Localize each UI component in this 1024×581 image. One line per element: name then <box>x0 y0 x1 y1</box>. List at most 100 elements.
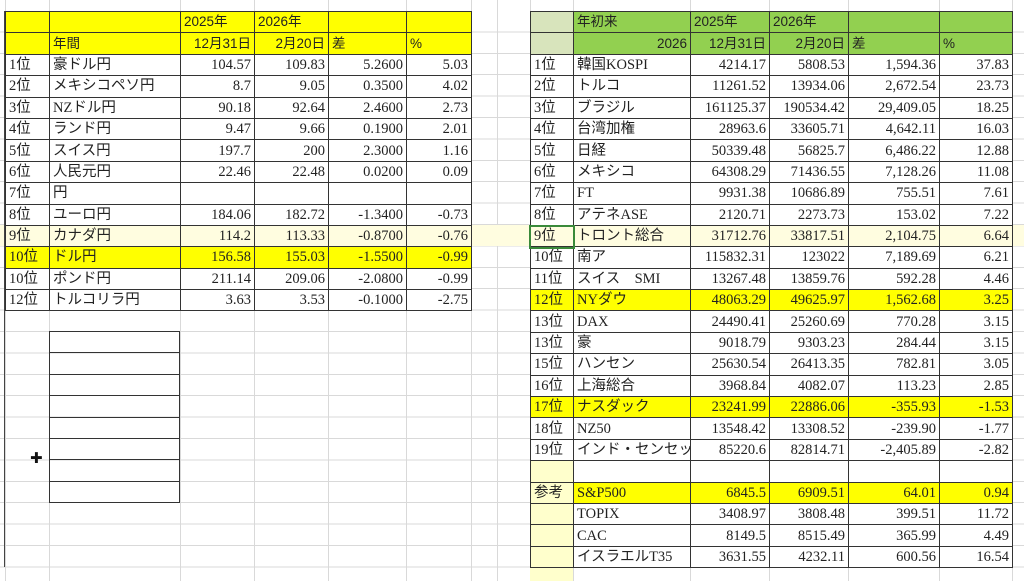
header-cell[interactable]: 2026 <box>573 32 691 55</box>
header-cell[interactable] <box>530 10 574 34</box>
empty-cell[interactable] <box>49 395 180 418</box>
diff-cell[interactable]: 113.23 <box>848 374 940 398</box>
diff-cell[interactable]: 592.28 <box>848 267 940 291</box>
value-2026-cell[interactable]: 10686.89 <box>769 182 849 205</box>
diff-cell[interactable]: 2.4600 <box>328 96 407 119</box>
percent-cell[interactable]: -1.53 <box>939 396 1013 419</box>
rank-cell[interactable]: 4位 <box>530 117 574 141</box>
rank-cell[interactable]: 3位 <box>530 96 574 119</box>
name-cell[interactable]: ユーロ円 <box>49 203 181 226</box>
value-2025-cell[interactable]: 156.58 <box>180 246 255 269</box>
diff-cell[interactable]: 2.3000 <box>328 139 407 162</box>
name-cell[interactable]: 円 <box>49 182 181 205</box>
name-cell[interactable]: 人民元円 <box>49 160 181 184</box>
percent-cell[interactable]: 6.64 <box>939 224 1013 248</box>
value-2026-cell[interactable]: 4082.07 <box>769 374 849 398</box>
diff-cell[interactable]: 782.81 <box>848 353 940 376</box>
name-cell[interactable]: DAX <box>573 310 691 333</box>
value-2025-cell[interactable]: 23241.99 <box>690 396 770 419</box>
header-cell[interactable] <box>848 10 940 34</box>
percent-cell[interactable]: -1.77 <box>939 417 1013 440</box>
value-2025-cell[interactable]: 28963.6 <box>690 117 770 141</box>
value-2026-cell[interactable]: 33817.51 <box>769 224 849 248</box>
diff-cell[interactable]: 4,642.11 <box>848 117 940 141</box>
diff-cell[interactable]: -0.8700 <box>328 224 407 248</box>
value-2026-cell[interactable]: 9.66 <box>254 117 329 141</box>
rank-cell[interactable]: 8位 <box>530 203 574 226</box>
value-2025-cell[interactable]: 22.46 <box>180 160 255 184</box>
diff-cell[interactable]: 755.51 <box>848 182 940 205</box>
diff-cell[interactable]: 365.99 <box>848 524 940 547</box>
rank-cell[interactable] <box>530 545 574 569</box>
rank-cell[interactable]: 2位 <box>530 75 574 98</box>
header-cell[interactable] <box>5 32 50 55</box>
value-2026-cell[interactable]: 109.83 <box>254 53 329 77</box>
diff-cell[interactable]: -1.5500 <box>328 246 407 269</box>
value-2026-cell[interactable]: 13859.76 <box>769 267 849 291</box>
rank-cell[interactable]: 7位 <box>5 182 50 205</box>
header-cell[interactable]: % <box>939 32 1013 55</box>
name-cell[interactable]: 豪ドル円 <box>49 53 181 77</box>
rank-cell[interactable]: 4位 <box>5 117 50 141</box>
value-2025-cell[interactable]: 2120.71 <box>690 203 770 226</box>
header-cell[interactable]: 2月20日 <box>254 32 329 55</box>
value-2026-cell[interactable]: 3808.48 <box>769 502 849 526</box>
header-cell[interactable]: 2025年 <box>690 10 770 34</box>
header-cell[interactable] <box>939 10 1013 34</box>
percent-cell[interactable]: 18.25 <box>939 96 1013 119</box>
rank-cell[interactable]: 9位 <box>5 224 50 248</box>
value-2025-cell[interactable]: 104.57 <box>180 53 255 77</box>
name-cell[interactable]: メキシコ <box>573 160 691 184</box>
name-cell[interactable]: カナダ円 <box>49 224 181 248</box>
value-2026-cell[interactable]: 9.05 <box>254 75 329 98</box>
rank-cell[interactable]: 18位 <box>530 417 574 440</box>
value-2025-cell[interactable]: 8.7 <box>180 75 255 98</box>
percent-cell[interactable]: 3.15 <box>939 310 1013 333</box>
diff-cell[interactable]: 153.02 <box>848 203 940 226</box>
name-cell[interactable]: 韓国KOSPI <box>573 53 691 77</box>
percent-cell[interactable]: 3.15 <box>939 331 1013 355</box>
header-cell[interactable]: 12月31日 <box>180 32 255 55</box>
value-2025-cell[interactable]: 85220.6 <box>690 438 770 462</box>
value-2025-cell[interactable]: 9931.38 <box>690 182 770 205</box>
value-2025-cell[interactable]: 13267.48 <box>690 267 770 291</box>
empty-cell[interactable] <box>49 480 180 504</box>
percent-cell[interactable]: 3.25 <box>939 289 1013 312</box>
rank-cell[interactable]: 参考 <box>530 481 574 504</box>
value-2026-cell[interactable]: 92.64 <box>254 96 329 119</box>
diff-cell[interactable]: 0.1900 <box>328 117 407 141</box>
rank-cell[interactable]: 7位 <box>530 182 574 205</box>
percent-cell[interactable]: 23.73 <box>939 75 1013 98</box>
diff-cell[interactable]: 7,128.26 <box>848 160 940 184</box>
value-2025-cell[interactable]: 31712.76 <box>690 224 770 248</box>
header-cell[interactable]: 2月20日 <box>769 32 849 55</box>
value-2025-cell[interactable]: 6845.5 <box>690 481 770 504</box>
name-cell[interactable]: ドル円 <box>49 246 181 269</box>
name-cell[interactable]: ポンド円 <box>49 267 181 291</box>
name-cell[interactable]: トルコ <box>573 75 691 98</box>
name-cell[interactable]: トロント総合 <box>573 224 691 248</box>
rank-cell[interactable]: 10位 <box>530 246 574 269</box>
rank-cell[interactable]: 3位 <box>5 96 50 119</box>
percent-cell[interactable]: -0.73 <box>406 203 472 226</box>
name-cell[interactable]: CAC <box>573 524 691 547</box>
rank-cell[interactable]: 1位 <box>5 53 50 77</box>
diff-cell[interactable]: 29,409.05 <box>848 96 940 119</box>
name-cell[interactable]: 上海総合 <box>573 374 691 398</box>
diff-cell[interactable]: 0.0200 <box>328 160 407 184</box>
percent-cell[interactable]: 12.88 <box>939 139 1013 162</box>
name-cell[interactable]: ハンセン <box>573 353 691 376</box>
diff-cell[interactable]: -2.0800 <box>328 267 407 291</box>
value-2025-cell[interactable]: 24490.41 <box>690 310 770 333</box>
rank-cell[interactable]: 13位 <box>530 310 574 333</box>
value-2026-cell[interactable]: 56825.7 <box>769 139 849 162</box>
diff-cell[interactable]: 770.28 <box>848 310 940 333</box>
percent-cell[interactable]: 4.49 <box>939 524 1013 547</box>
diff-cell[interactable]: -0.1000 <box>328 289 407 312</box>
value-2025-cell[interactable]: 184.06 <box>180 203 255 226</box>
percent-cell[interactable] <box>939 460 1013 483</box>
value-2025-cell[interactable]: 9018.79 <box>690 331 770 355</box>
value-2026-cell[interactable]: 13308.52 <box>769 417 849 440</box>
percent-cell[interactable]: 7.61 <box>939 182 1013 205</box>
value-2026-cell[interactable]: 13934.06 <box>769 75 849 98</box>
